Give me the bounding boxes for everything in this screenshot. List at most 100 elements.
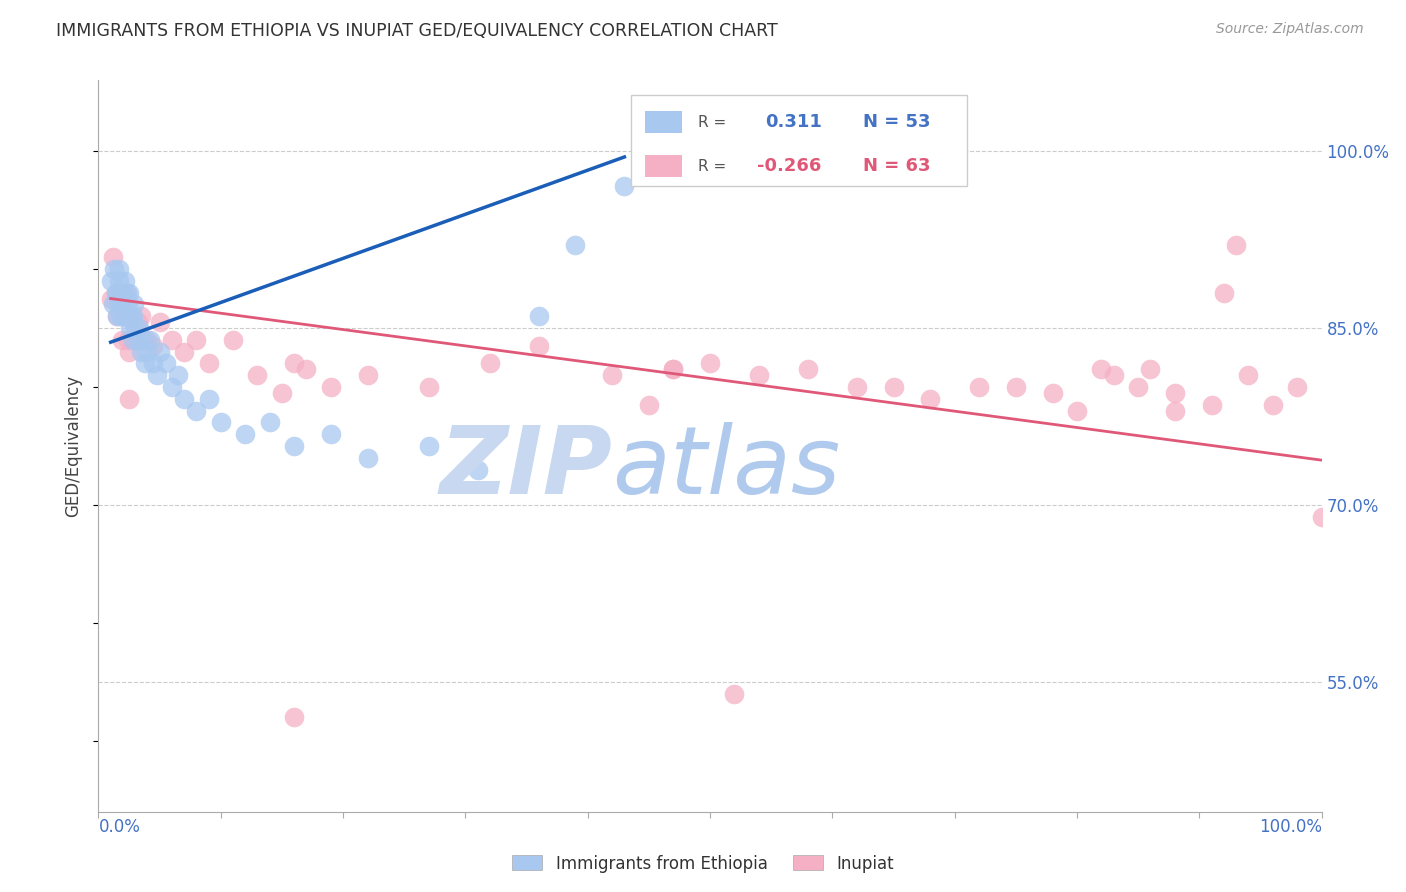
Point: [723, 687, 745, 701]
FancyBboxPatch shape: [645, 155, 682, 178]
Text: Source: ZipAtlas.com: Source: ZipAtlas.com: [1216, 22, 1364, 37]
Point: [142, 356, 165, 370]
Point: [1139, 362, 1161, 376]
Text: ZIP: ZIP: [439, 422, 612, 514]
Point: [883, 380, 905, 394]
Point: [197, 392, 219, 406]
Point: [142, 339, 165, 353]
Point: [121, 333, 143, 347]
Point: [638, 398, 661, 412]
Point: [1102, 368, 1125, 383]
Point: [114, 285, 136, 300]
Point: [136, 333, 159, 347]
Point: [104, 285, 127, 300]
Point: [209, 416, 232, 430]
Point: [117, 297, 139, 311]
Point: [146, 368, 169, 383]
Point: [600, 368, 623, 383]
Point: [104, 285, 127, 300]
Point: [319, 380, 342, 394]
Point: [132, 333, 155, 347]
Point: [1237, 368, 1260, 383]
Point: [283, 710, 305, 724]
Point: [467, 462, 489, 476]
Point: [128, 321, 150, 335]
Point: [120, 321, 142, 335]
Point: [160, 380, 183, 394]
Point: [356, 450, 378, 465]
Point: [110, 297, 132, 311]
Point: [1286, 380, 1309, 394]
Point: [270, 385, 294, 400]
Point: [139, 333, 162, 347]
Point: [108, 274, 131, 288]
Text: -0.266: -0.266: [756, 157, 821, 175]
Point: [319, 427, 342, 442]
Point: [103, 262, 125, 277]
Point: [167, 368, 190, 383]
Point: [121, 310, 143, 324]
Y-axis label: GED/Equivalency: GED/Equivalency: [65, 375, 83, 517]
Point: [1201, 398, 1223, 412]
Point: [118, 285, 141, 300]
Point: [920, 392, 942, 406]
Point: [662, 362, 685, 376]
Point: [197, 356, 219, 370]
Point: [527, 310, 550, 324]
Point: [1066, 403, 1088, 417]
Point: [149, 315, 172, 329]
Text: atlas: atlas: [612, 423, 841, 514]
Legend: Immigrants from Ethiopia, Inupiat: Immigrants from Ethiopia, Inupiat: [506, 848, 900, 880]
Point: [1090, 362, 1112, 376]
Point: [155, 356, 177, 370]
Point: [121, 315, 143, 329]
Point: [134, 356, 156, 370]
Point: [110, 310, 132, 324]
Text: IMMIGRANTS FROM ETHIOPIA VS INUPIAT GED/EQUIVALENCY CORRELATION CHART: IMMIGRANTS FROM ETHIOPIA VS INUPIAT GED/…: [56, 22, 778, 40]
Point: [124, 321, 146, 335]
Point: [149, 344, 172, 359]
Point: [748, 368, 770, 383]
Point: [101, 297, 124, 311]
Point: [100, 292, 122, 306]
Point: [186, 403, 208, 417]
Point: [246, 368, 269, 383]
Point: [122, 297, 145, 311]
Point: [186, 333, 208, 347]
Point: [111, 285, 134, 300]
Point: [1310, 509, 1333, 524]
Point: [222, 333, 245, 347]
Point: [418, 439, 440, 453]
Text: N = 63: N = 63: [863, 157, 931, 175]
Point: [120, 310, 142, 324]
Point: [105, 310, 128, 324]
Text: 0.0%: 0.0%: [98, 818, 141, 836]
Text: R =: R =: [697, 115, 725, 130]
Point: [120, 310, 142, 324]
Point: [662, 362, 685, 376]
Point: [107, 297, 129, 311]
Point: [105, 285, 128, 300]
Point: [283, 356, 305, 370]
Point: [118, 344, 141, 359]
Point: [129, 344, 152, 359]
Point: [124, 333, 146, 347]
Point: [356, 368, 378, 383]
Point: [1225, 238, 1247, 252]
Point: [478, 356, 501, 370]
Point: [110, 285, 132, 300]
Point: [115, 285, 138, 300]
Point: [115, 310, 138, 324]
Point: [1164, 385, 1187, 400]
Text: 0.311: 0.311: [765, 113, 823, 131]
Point: [100, 274, 122, 288]
Point: [967, 380, 990, 394]
Point: [136, 344, 159, 359]
Point: [1128, 380, 1150, 394]
Point: [1261, 398, 1284, 412]
Point: [129, 310, 152, 324]
Point: [1042, 385, 1064, 400]
Point: [107, 292, 129, 306]
Point: [613, 179, 636, 194]
Point: [845, 380, 868, 394]
